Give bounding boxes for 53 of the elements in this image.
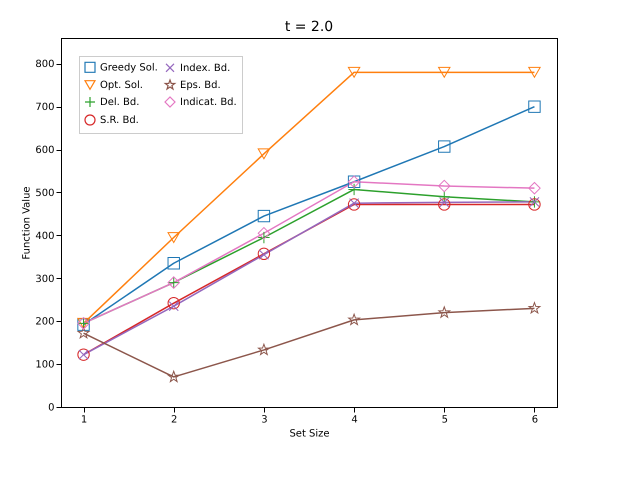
point <box>438 140 450 153</box>
point <box>168 296 180 310</box>
y-tick-label: 500 <box>35 188 54 199</box>
point <box>78 327 90 338</box>
point <box>258 227 270 240</box>
point <box>528 198 541 211</box>
point <box>438 190 450 203</box>
y-tick-label: 100 <box>35 360 54 371</box>
point <box>348 66 360 78</box>
point <box>438 66 450 78</box>
y-axis-title: Function Value <box>21 186 32 260</box>
y-tick-label: 400 <box>35 230 54 242</box>
point <box>348 183 360 196</box>
point <box>168 232 180 243</box>
point <box>528 66 541 78</box>
point <box>258 148 270 160</box>
chart-title: t = 2.0 <box>284 19 334 35</box>
x-tick-label: 6 <box>532 414 538 426</box>
point <box>528 182 541 194</box>
point <box>349 198 360 208</box>
point <box>258 344 270 356</box>
legend-label: Indicat. Bd. <box>180 97 237 108</box>
point <box>348 314 360 326</box>
point <box>258 231 270 244</box>
point <box>348 198 360 211</box>
point <box>439 197 450 208</box>
point <box>528 302 540 314</box>
y-tick-label: 700 <box>35 102 54 114</box>
legend-label: S.R. Bd. <box>100 115 139 126</box>
point <box>258 210 270 222</box>
x-tick-label: 2 <box>171 414 178 426</box>
y-tick-label: 800 <box>35 59 54 70</box>
point <box>168 301 179 312</box>
x-tick-label: 5 <box>442 414 448 426</box>
legend-label: Del. Bd. <box>100 97 140 108</box>
legend-label: Index. Bd. <box>180 62 230 74</box>
legend-label: Eps. Bd. <box>180 80 221 91</box>
legend-label: Opt. Sol. <box>100 80 143 91</box>
point <box>168 257 180 270</box>
point <box>438 198 450 211</box>
legend-label: Greedy Sol. <box>100 62 158 74</box>
x-axis-title: Set Size <box>289 428 330 440</box>
y-tick-label: 300 <box>35 274 54 285</box>
point <box>438 180 450 192</box>
y-tick-label: 0 <box>48 402 54 414</box>
x-tick-label: 4 <box>351 414 358 426</box>
x-tick-label: 3 <box>261 414 268 426</box>
point <box>438 306 450 318</box>
point <box>168 370 180 382</box>
y-tick-label: 600 <box>35 145 54 156</box>
point <box>528 100 541 113</box>
y-tick-label: 200 <box>35 316 54 328</box>
x-tick-label: 1 <box>80 414 88 426</box>
